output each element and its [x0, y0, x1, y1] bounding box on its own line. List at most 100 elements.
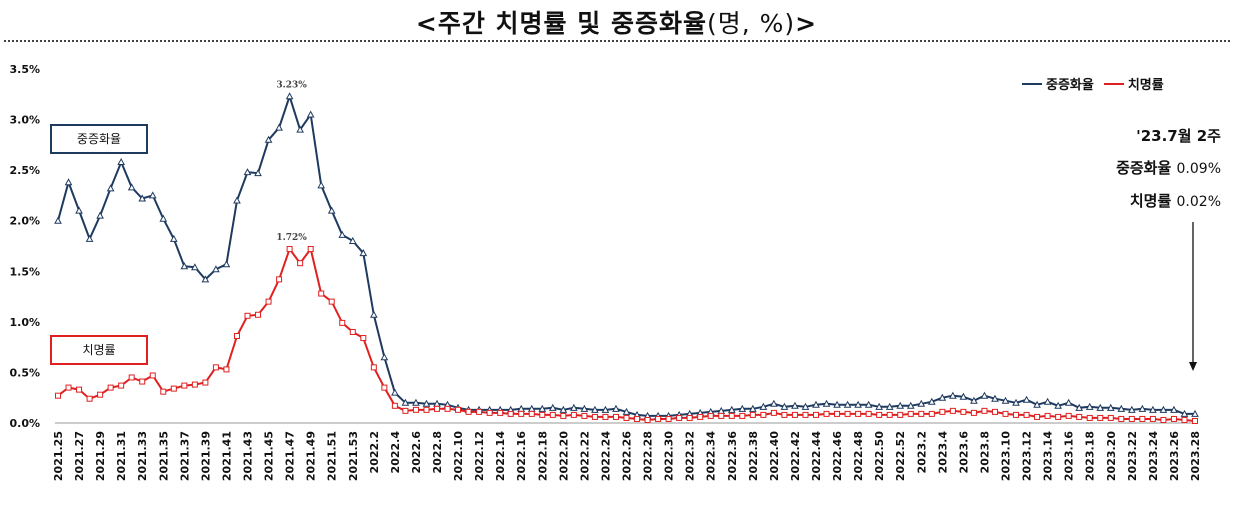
- fatal-point: [739, 412, 746, 419]
- severe-point: [180, 262, 189, 270]
- annotation-week: '23.7월 2주: [1136, 127, 1221, 145]
- severe-point: [1054, 401, 1062, 409]
- severe-point: [738, 404, 747, 412]
- severe-point: [222, 260, 231, 268]
- severe-point: [96, 211, 104, 219]
- severe-point: [538, 404, 547, 412]
- x-tick-label: 2022.28: [642, 431, 655, 481]
- severe-point: [1127, 405, 1136, 413]
- x-tick-label: 2022.48: [852, 431, 865, 481]
- fatal-point: [876, 411, 883, 418]
- fatal-point: [655, 415, 662, 422]
- fatal-point: [855, 410, 862, 417]
- fatal-point: [539, 411, 546, 418]
- fatal-point: [1055, 413, 1062, 420]
- severe-point: [780, 402, 789, 410]
- y-tick-label: 2.0%: [9, 215, 40, 228]
- fatal-point: [349, 328, 356, 335]
- x-tick-label: 2022.46: [831, 431, 844, 481]
- x-tick-label: 2023.6: [957, 431, 970, 474]
- fatal-point: [149, 372, 156, 379]
- annotation-severe-value: 0.09%: [1176, 161, 1221, 177]
- severe-point: [1170, 405, 1178, 413]
- severe-point: [1033, 400, 1041, 408]
- annotation-arrow: [1189, 222, 1197, 371]
- fatal-point: [634, 415, 641, 422]
- severe-point: [338, 230, 347, 238]
- fatal-point: [760, 411, 767, 418]
- fatal-point: [939, 408, 946, 415]
- fatality-rate-label-box: 치명률: [50, 335, 148, 365]
- fatal-point: [381, 384, 388, 391]
- title-main: <주간 치명률 및 중증화율: [415, 9, 707, 38]
- fatal-point: [1097, 414, 1104, 421]
- x-tick-label: 2023.4: [936, 431, 949, 474]
- fatal-point: [1181, 416, 1188, 423]
- severe-point: [980, 391, 989, 399]
- x-tick-label: 2021.31: [115, 431, 128, 481]
- severe-point: [359, 249, 368, 257]
- severe-point: [959, 392, 968, 400]
- fatal-point: [497, 409, 504, 416]
- fatal-point: [570, 411, 577, 418]
- severe-point: [822, 399, 831, 407]
- severe-point: [275, 123, 283, 131]
- x-tick-label: 2023.12: [1021, 431, 1034, 481]
- severe-point: [327, 206, 336, 214]
- severe-point: [191, 263, 199, 271]
- x-tick-label: 2022.50: [873, 431, 886, 481]
- severe-point: [127, 183, 136, 191]
- severe-point: [622, 407, 631, 415]
- annotation-fatal-value: 0.02%: [1176, 194, 1221, 210]
- severe-point: [927, 397, 936, 405]
- fatal-point: [486, 409, 493, 416]
- x-tick-label: 2021.51: [326, 431, 339, 481]
- severe-point: [1096, 403, 1105, 411]
- fatal-point: [1034, 413, 1041, 420]
- severe-point: [1159, 405, 1168, 413]
- x-tick-label: 2023.18: [1084, 431, 1097, 481]
- y-tick-label: 2.5%: [9, 164, 40, 177]
- fatal-point: [370, 364, 377, 371]
- x-tick-label: 2022.14: [494, 431, 507, 481]
- severe-point: [148, 191, 157, 199]
- fatal-point: [1149, 415, 1156, 422]
- fatal-point: [307, 246, 314, 253]
- fatal-point: [212, 364, 219, 371]
- fatal-point: [697, 413, 704, 420]
- fatal-point: [581, 412, 588, 419]
- x-tick-label: 2023.10: [1000, 431, 1013, 481]
- fatal-point: [991, 408, 998, 415]
- severe-point: [875, 402, 884, 410]
- latest-week-annotation: '23.7월 2주 중증화율 0.09% 치명률 0.02%: [1116, 120, 1221, 218]
- x-axis: 2021.25 2021.27 2021.29 2021.31 2021.33 2021.…: [52, 422, 1202, 481]
- y-tick-label: 1.0%: [9, 316, 40, 329]
- severe-point: [896, 401, 905, 409]
- legend-fatal-swatch: [1103, 79, 1124, 89]
- fatal-point: [865, 410, 872, 417]
- fatal-point: [223, 366, 230, 373]
- fatal-point: [1044, 412, 1051, 419]
- fatal-point: [1023, 411, 1030, 418]
- severe-point: [412, 398, 420, 406]
- fatal-point: [65, 384, 72, 391]
- x-tick-label: 2022.16: [515, 431, 528, 481]
- fatal-point: [781, 411, 788, 418]
- severe-point: [264, 135, 273, 143]
- fatal-point: [970, 409, 977, 416]
- fatal-point: [560, 412, 567, 419]
- chart-title: <주간 치명률 및 중증화율(명, %)>: [0, 4, 1233, 40]
- severe-point: [770, 399, 778, 407]
- fatal-point: [644, 416, 651, 423]
- x-tick-label: 2023.26: [1168, 431, 1181, 481]
- x-tick-label: 2021.39: [199, 431, 212, 481]
- severe-point: [54, 216, 62, 224]
- peak-labels: 3.23% 1.72%: [276, 80, 307, 243]
- x-tick-label: 2021.45: [263, 431, 276, 481]
- severe-point: [843, 400, 852, 408]
- fatal-point: [981, 407, 988, 414]
- fatal-point: [770, 409, 777, 416]
- severe-point: [317, 181, 326, 189]
- severe-point: [1012, 398, 1020, 406]
- fatal-point: [1013, 411, 1020, 418]
